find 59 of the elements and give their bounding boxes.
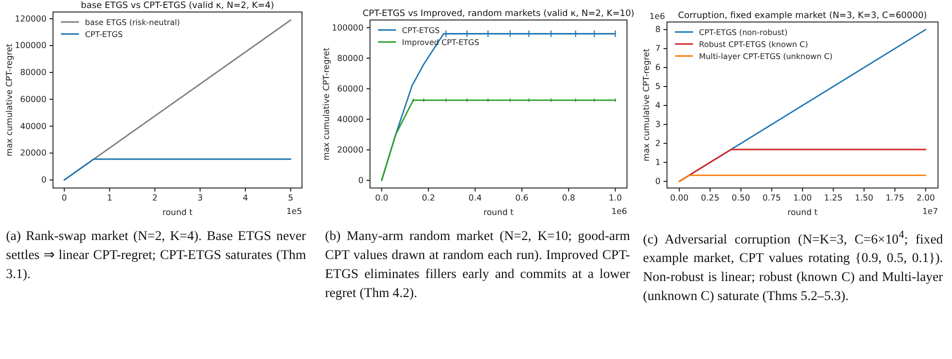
y-tick-label: 2 [655, 138, 660, 148]
y-tick-label: 80000 [20, 67, 46, 78]
y-tick-label: 6 [655, 62, 660, 72]
text: 1e5 [286, 206, 302, 216]
y-tick-label: 40000 [20, 120, 46, 131]
chart-title: CPT-ETGS vs Improved, random markets (valid κ, N=2, K=10) [362, 9, 634, 19]
text: (b) Many-arm random market (N=2, K=10; good-arm CPT values drawn at random each run). Improved CPT-ETGS eliminates fillers early and commits at a lower regret (Thm 4.2). [325, 227, 630, 302]
y-tick-label: 20000 [20, 148, 46, 158]
chart-title: Corruption, fixed example market (N=3, K=3, C=60000) [678, 11, 927, 21]
x-tick-label: 0.4 [468, 192, 482, 202]
x-tick-label: 3 [197, 192, 203, 202]
x-tick-label: 1.0 [608, 192, 622, 202]
x-tick-label: 5 [288, 192, 294, 202]
y-tick-label: 5 [655, 81, 660, 92]
x-tick-label: 1 [106, 192, 112, 202]
y-tick-label: 40000 [337, 114, 364, 124]
y-tick-label: 60000 [337, 83, 364, 94]
y-tick-label: 3 [655, 119, 660, 130]
x-tick-label: 1.50 [854, 192, 874, 202]
x-tick-label: 2.00 [916, 192, 935, 202]
x-axis-title: round t [484, 207, 514, 217]
chart-title: base ETGS vs CPT-ETGS (valid κ, N=2, K=4) [80, 1, 274, 11]
y-tick-label: 100000 [14, 40, 46, 50]
x-tick-label: 0.75 [762, 192, 781, 202]
y-axis-title: max cumulative CPT-regret [641, 48, 651, 162]
x-tick-label: 0.0 [375, 192, 388, 202]
x-tick-label: 0.50 [732, 192, 750, 202]
x-axis-title: round t [162, 207, 194, 217]
y-tick-label: 60000 [20, 94, 46, 104]
x-tick-label: 0.2 [422, 192, 436, 202]
text: 1e6 [611, 206, 627, 216]
x-tick-label: 4 [242, 192, 248, 202]
x-tick-label: 1.75 [886, 192, 904, 202]
y-axis-title: max cumulative CPT-regret [321, 46, 331, 160]
y-tick-label: 0 [358, 175, 364, 186]
x-tick-label: 0.00 [670, 192, 689, 202]
y-tick-label: 20000 [337, 144, 364, 154]
y-tick-label: 1 [655, 157, 660, 168]
x-tick-label: 0 [62, 192, 67, 202]
y-axis-title: max cumulative CPT-regret [4, 42, 14, 156]
y-tick-label: 7 [655, 43, 660, 54]
y-tick-label: 80000 [337, 52, 364, 63]
x-tick-label: 1.00 [793, 192, 812, 202]
x-tick-label: 0.6 [515, 192, 528, 202]
y-tick-label: 0 [41, 174, 46, 185]
y-tick-label: 8 [655, 24, 660, 34]
text: 1e6 [649, 11, 665, 21]
text: (a) Rank-swap market (N=2, K=4). Base ETGS never settles ⇒ linear CPT-regret; CPT-ETGS saturates (Thm 3.1). [6, 227, 306, 283]
text: 1e7 [922, 206, 938, 216]
x-tick-label: 0.8 [562, 192, 576, 202]
x-tick-label: 2 [152, 192, 158, 202]
y-tick-label: 120000 [14, 13, 46, 24]
x-axis-title: round t [788, 207, 818, 217]
y-tick-label: 4 [655, 100, 660, 110]
x-tick-label: 0.25 [700, 192, 720, 202]
x-tick-label: 1.25 [824, 192, 843, 202]
y-tick-label: 0 [655, 176, 660, 186]
text: (c) Adversarial corruption (N=K=3, C=6×10$^{4}$; fixed example market, CPT values rotating {0.9, 0.5, 0.1}). Non-robust is linear; robust (known C) and Multi-layer (unknown C) saturate (Thms 5.2–5.3). [643, 228, 943, 306]
y-tick-label: 100000 [332, 22, 364, 32]
